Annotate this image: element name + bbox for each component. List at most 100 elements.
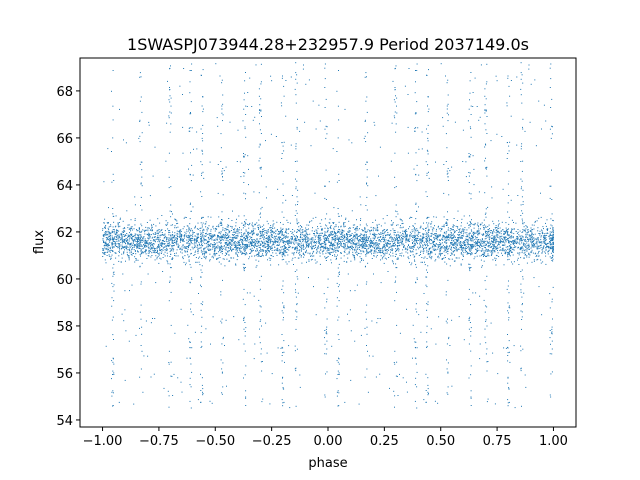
data-point (252, 239, 254, 240)
data-point (243, 244, 245, 245)
data-point (338, 226, 339, 228)
data-point (254, 223, 256, 225)
data-point (244, 254, 246, 256)
data-point (249, 243, 251, 245)
data-point (380, 233, 382, 235)
data-point (266, 244, 268, 245)
data-point (533, 228, 535, 230)
data-point (114, 226, 116, 228)
data-point (524, 250, 526, 251)
data-point (317, 232, 318, 234)
data-point (434, 260, 436, 262)
data-point (525, 236, 527, 238)
data-point (235, 232, 237, 234)
data-point (335, 249, 337, 251)
data-point (283, 250, 285, 252)
data-point (179, 248, 181, 250)
data-point (354, 234, 356, 236)
data-point (165, 220, 167, 222)
data-point (453, 225, 455, 227)
data-point (256, 248, 258, 250)
data-point (112, 250, 113, 252)
data-point (140, 241, 141, 243)
data-point (467, 252, 469, 254)
data-point (447, 229, 449, 231)
data-point (449, 234, 451, 236)
data-point (384, 231, 386, 233)
data-point (550, 252, 552, 254)
data-point (427, 236, 429, 238)
data-point (456, 239, 458, 241)
data-point (261, 226, 263, 228)
data-point (300, 245, 302, 247)
data-point (293, 264, 294, 265)
data-point (545, 225, 547, 227)
data-point (212, 225, 214, 227)
data-point (111, 243, 113, 245)
data-point (132, 235, 133, 237)
data-point (530, 227, 532, 229)
data-point (154, 252, 156, 254)
data-point (474, 235, 476, 237)
data-point (165, 249, 167, 251)
data-point (198, 237, 200, 239)
data-point (299, 254, 301, 256)
data-point (263, 228, 265, 230)
data-point (385, 234, 387, 236)
data-point (283, 237, 285, 239)
data-point (141, 241, 143, 243)
data-point (217, 235, 219, 236)
data-point (133, 242, 134, 244)
data-point (473, 234, 475, 235)
data-point (500, 238, 502, 240)
data-point (340, 244, 342, 246)
data-point (469, 249, 471, 251)
data-point (107, 243, 109, 245)
data-point (213, 242, 215, 244)
data-point (139, 227, 140, 229)
data-point (222, 258, 224, 260)
data-point (359, 249, 361, 251)
data-point (243, 246, 245, 248)
data-point (365, 239, 367, 241)
data-point (184, 250, 186, 252)
data-point (459, 234, 461, 235)
data-point (224, 265, 226, 267)
data-point (114, 241, 116, 242)
data-point (429, 253, 431, 255)
data-point (334, 244, 336, 246)
data-point (167, 243, 169, 244)
data-point (269, 247, 271, 249)
data-point (192, 240, 194, 241)
data-point (543, 241, 545, 243)
data-point (291, 259, 293, 261)
data-point (305, 252, 307, 254)
data-point (293, 243, 295, 245)
data-point (397, 231, 399, 233)
data-point (180, 236, 182, 238)
data-point (120, 239, 122, 241)
data-point (488, 244, 490, 246)
data-point (268, 239, 270, 241)
data-point (526, 244, 528, 246)
data-point (449, 246, 451, 248)
data-point (190, 230, 192, 232)
data-point (123, 242, 125, 243)
data-point (296, 252, 298, 254)
data-point (513, 249, 515, 251)
data-point (517, 257, 519, 259)
data-point (550, 243, 552, 245)
data-point (321, 230, 323, 231)
data-point (413, 247, 415, 248)
data-point (242, 244, 244, 246)
data-point (147, 237, 149, 239)
data-point (207, 236, 209, 238)
data-point (221, 237, 222, 239)
data-point (478, 249, 480, 251)
data-point (434, 253, 436, 255)
data-point (174, 242, 175, 243)
data-point (443, 235, 445, 236)
data-point (362, 235, 364, 237)
data-point (424, 256, 426, 258)
data-point (274, 239, 276, 241)
